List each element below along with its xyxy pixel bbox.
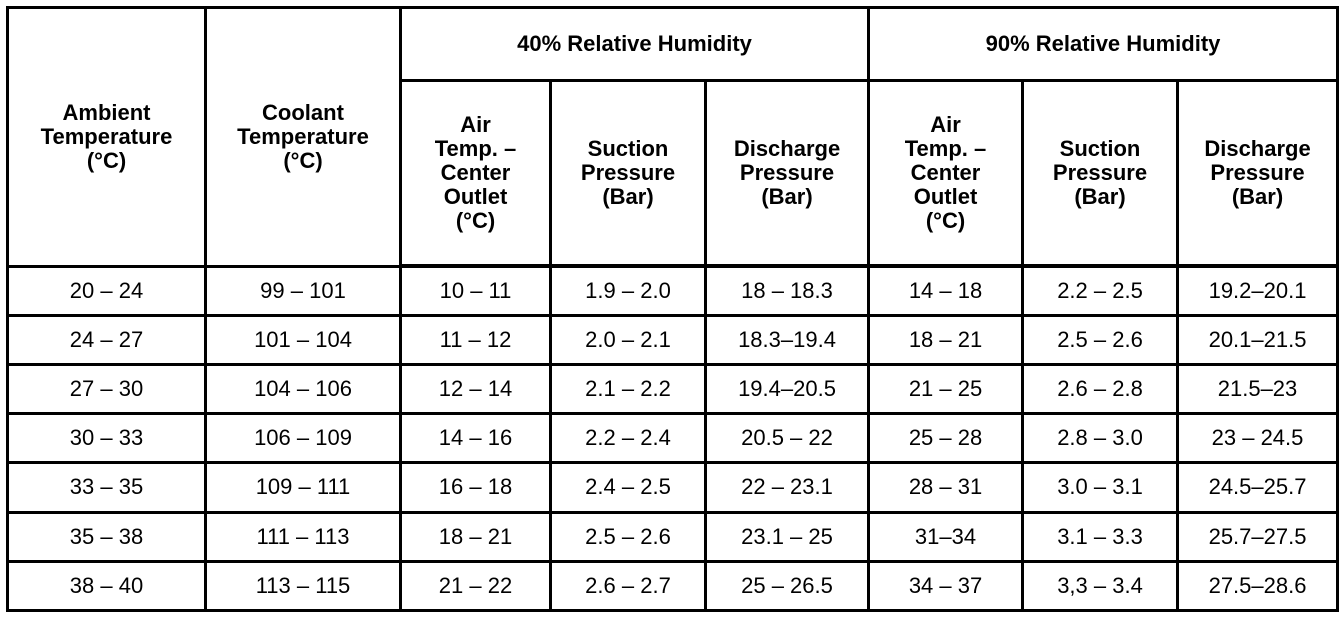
table-cell: 19.4–20.5 <box>703 362 871 416</box>
table-cell: 14 – 18 <box>867 264 1025 317</box>
table-cell: 35 – 38 <box>6 510 207 563</box>
table-cell: 11 – 12 <box>399 313 552 366</box>
table-cell: 31–34 <box>867 510 1025 563</box>
column-header: Suction Pressure (Bar) <box>1021 79 1180 268</box>
table-cell: 2.5 – 2.6 <box>1021 313 1180 366</box>
column-header: Air Temp. – Center Outlet (°C) <box>867 79 1025 268</box>
table-row: 35 – 38 111 – 113 18 – 21 2.5 – 2.6 23.1 – 2… <box>6 510 1340 563</box>
table-cell: 25 – 28 <box>867 412 1025 465</box>
table-cell: 21 – 25 <box>867 362 1025 416</box>
table-row: 38 – 40 113 – 115 21 – 22 2.6 – 2.7 25 – 26.… <box>6 559 1340 613</box>
table-cell: 18 – 21 <box>399 510 552 563</box>
table-cell: 101 – 104 <box>204 313 402 366</box>
table-cell: 2.6 – 2.8 <box>1021 362 1180 416</box>
table-cell: 2.5 – 2.6 <box>549 510 707 563</box>
table-cell: 1.9 – 2.0 <box>549 264 707 317</box>
table-cell: 18 – 21 <box>867 313 1025 366</box>
table-cell: 12 – 14 <box>399 362 552 416</box>
table-cell: 28 – 31 <box>867 461 1025 514</box>
table-cell: 104 – 106 <box>204 362 402 416</box>
table-cell: 27 – 30 <box>6 362 207 416</box>
table-cell: 20.5 – 22 <box>703 412 871 465</box>
table-cell: 3.0 – 3.1 <box>1021 461 1180 514</box>
table-cell: 27.5–28.6 <box>1176 559 1340 613</box>
table-cell: 24 – 27 <box>6 313 207 366</box>
table-cell: 113 – 115 <box>204 559 402 613</box>
table-cell: 30 – 33 <box>6 412 207 465</box>
table-cell: 14 – 16 <box>399 412 552 465</box>
table-cell: 24.5–25.7 <box>1176 461 1340 514</box>
table-cell: 25 – 26.5 <box>703 559 871 613</box>
table-cell: 19.2–20.1 <box>1176 264 1340 317</box>
table-cell: 10 – 11 <box>399 264 552 317</box>
table-cell: 33 – 35 <box>6 461 207 514</box>
column-header: Discharge Pressure (Bar) <box>703 79 871 268</box>
table-cell: 16 – 18 <box>399 461 552 514</box>
table-cell: 2.2 – 2.5 <box>1021 264 1180 317</box>
table-cell: 18.3–19.4 <box>703 313 871 366</box>
table-row: 20 – 24 99 – 101 10 – 11 1.9 – 2.0 18 – 18.3… <box>6 264 1340 317</box>
table-cell: 2.8 – 3.0 <box>1021 412 1180 465</box>
table-cell: 109 – 111 <box>204 461 402 514</box>
table-cell: 111 – 113 <box>204 510 402 563</box>
column-header: Discharge Pressure (Bar) <box>1176 79 1340 268</box>
table-row: 24 – 27 101 – 104 11 – 12 2.0 – 2.1 18.3–19.… <box>6 313 1340 366</box>
table-row: 27 – 30 104 – 106 12 – 14 2.1 – 2.2 19.4–20.… <box>6 362 1340 416</box>
column-header: Ambient Temperature (°C) <box>6 6 207 268</box>
table-cell: 2.0 – 2.1 <box>549 313 707 366</box>
column-header: Air Temp. – Center Outlet (°C) <box>399 79 552 268</box>
table-cell: 2.6 – 2.7 <box>549 559 707 613</box>
table-cell: 34 – 37 <box>867 559 1025 613</box>
table-cell: 2.4 – 2.5 <box>549 461 707 514</box>
table-cell: 21.5–23 <box>1176 362 1340 416</box>
table-cell: 21 – 22 <box>399 559 552 613</box>
table-cell: 20.1–21.5 <box>1176 313 1340 366</box>
column-header: Suction Pressure (Bar) <box>549 79 707 268</box>
table-row: 33 – 35 109 – 111 16 – 18 2.4 – 2.5 22 – 23.… <box>6 461 1340 514</box>
table-cell: 3,3 – 3.4 <box>1021 559 1180 613</box>
table-cell: 22 – 23.1 <box>703 461 871 514</box>
table-cell: 2.1 – 2.2 <box>549 362 707 416</box>
table-cell: 99 – 101 <box>204 264 402 317</box>
table-row: 30 – 33 106 – 109 14 – 16 2.2 – 2.4 20.5 – 2… <box>6 412 1340 465</box>
table-cell: 25.7–27.5 <box>1176 510 1340 563</box>
table-cell: 3.1 – 3.3 <box>1021 510 1180 563</box>
group-header: 40% Relative Humidity <box>398 6 871 82</box>
table-cell: 20 – 24 <box>6 264 207 317</box>
table-cell: 2.2 – 2.4 <box>549 412 707 465</box>
data-table: Ambient Temperature (°C) Coolant Tempera… <box>6 6 1340 613</box>
group-header: 90% Relative Humidity <box>867 6 1340 82</box>
column-header: Coolant Temperature (°C) <box>204 6 402 268</box>
table-cell: 106 – 109 <box>204 412 402 465</box>
table-cell: 23 – 24.5 <box>1176 412 1340 465</box>
table-cell: 18 – 18.3 <box>703 264 871 317</box>
table-cell: 23.1 – 25 <box>703 510 871 563</box>
table-cell: 38 – 40 <box>6 559 207 613</box>
